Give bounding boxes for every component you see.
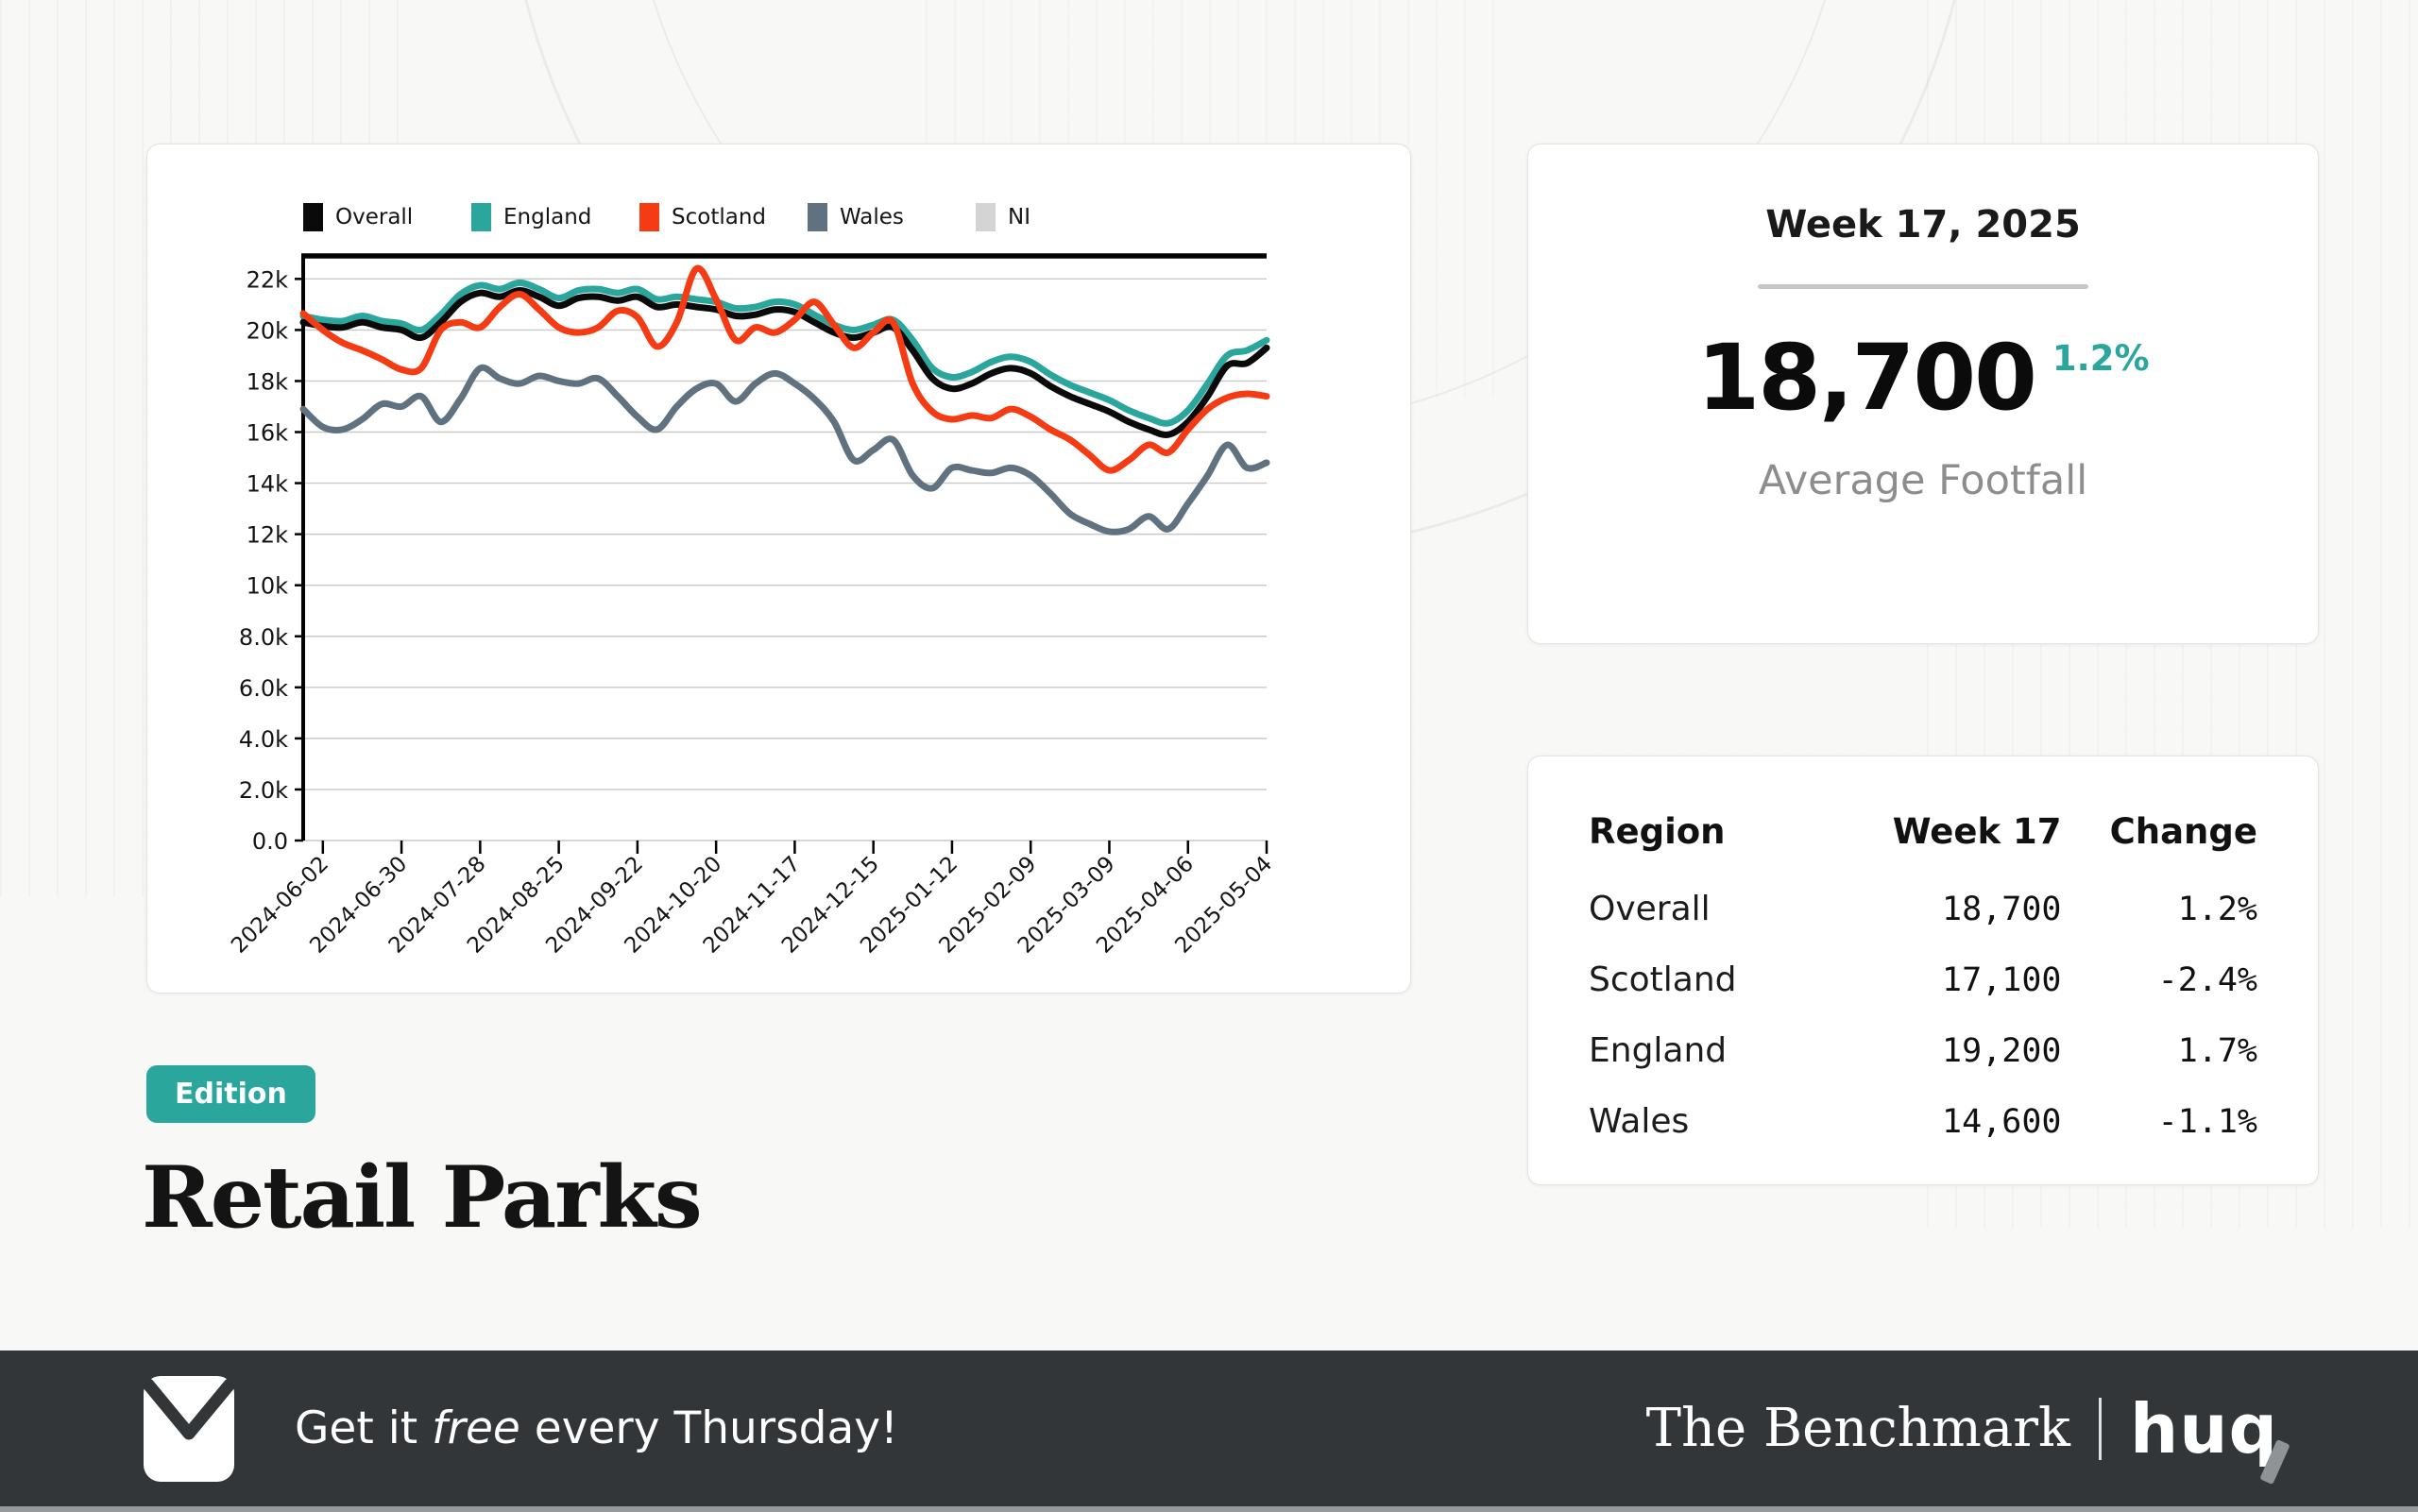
svg-text:4.0k: 4.0k [239, 726, 288, 753]
weekly-stat-card: Week 17, 2025 18,700 1.2% Average Footfa… [1527, 144, 2319, 644]
svg-text:16k: 16k [247, 420, 289, 447]
overall-swatch-icon [303, 203, 323, 231]
cta-prefix: Get it [295, 1402, 433, 1454]
table-header-change: Change [2109, 811, 2257, 852]
table-header-week: Week 17 [1892, 811, 2062, 852]
svg-text:0.0: 0.0 [252, 828, 288, 855]
svg-text:10k: 10k [247, 573, 289, 600]
svg-text:22k: 22k [247, 266, 289, 293]
legend-label: Wales [840, 205, 904, 229]
table-row: Overall 18,700 1.2% [1589, 890, 2257, 928]
legend-item-scotland: Scotland [639, 203, 808, 231]
svg-text:12k: 12k [247, 522, 289, 549]
row-value: 14,600 [1942, 1103, 2062, 1141]
england-swatch-icon [471, 203, 491, 231]
row-value: 17,100 [1942, 961, 2062, 999]
brand-separator [2098, 1397, 2102, 1460]
table-row: Scotland 17,100 -2.4% [1589, 960, 2257, 999]
legend-item-overall: Overall [303, 203, 471, 231]
row-region: Wales [1589, 1102, 1690, 1141]
region-table-card: Region Week 17 Change Overall 18,700 1.2… [1527, 756, 2319, 1185]
row-region: Scotland [1589, 960, 1737, 999]
stat-divider [1758, 284, 2088, 289]
legend-item-england: England [471, 203, 639, 231]
newsletter-cta: Get it free every Thursday! [295, 1402, 898, 1454]
svg-text:14k: 14k [247, 471, 289, 498]
scotland-swatch-icon [639, 203, 659, 231]
row-region: England [1589, 1031, 1728, 1070]
table-header-row: Region Week 17 Change [1589, 811, 2257, 852]
svg-text:20k: 20k [247, 317, 289, 344]
huq-logo: huq [2130, 1395, 2290, 1485]
table-header-region: Region [1589, 811, 1726, 852]
stat-change-percent: 1.2% [2052, 338, 2150, 379]
brand-name: The Benchmark [1645, 1398, 2070, 1459]
legend-label: NI [1008, 205, 1030, 229]
region-table: Region Week 17 Change Overall 18,700 1.2… [1589, 811, 2257, 1141]
svg-text:2.0k: 2.0k [239, 777, 288, 804]
footfall-chart-card: Overall England Scotland Wales NI 22k 20k… [146, 144, 1411, 994]
svg-text:6.0k: 6.0k [239, 675, 288, 702]
row-change: 1.7% [2177, 1032, 2257, 1070]
row-change: -1.1% [2157, 1103, 2257, 1141]
legend-label: England [503, 205, 592, 229]
table-row: Wales 14,600 -1.1% [1589, 1102, 2257, 1141]
stat-label: Average Footfall [1758, 457, 2088, 504]
footer-bar: Get it free every Thursday! The Benchmar… [0, 1351, 2418, 1512]
wales-swatch-icon [808, 203, 827, 231]
chart-legend: Overall England Scotland Wales NI [303, 203, 1144, 231]
svg-text:18k: 18k [247, 368, 289, 395]
row-change: -2.4% [2157, 961, 2257, 999]
row-change: 1.2% [2177, 891, 2257, 928]
edition-badge: Edition [146, 1065, 315, 1123]
legend-item-ni: NI [976, 203, 1144, 231]
row-value: 18,700 [1942, 891, 2062, 928]
stat-value: 18,700 [1696, 325, 2036, 431]
ni-swatch-icon [976, 203, 996, 231]
cta-emphasis: free [432, 1402, 520, 1454]
stat-week-title: Week 17, 2025 [1765, 203, 2081, 246]
row-value: 19,200 [1942, 1032, 2062, 1070]
envelope-icon [142, 1375, 236, 1482]
footfall-line-chart: 22k 20k 18k 16k 14k 12k 10k 8.0k 6.0k 4.0k 2.0k 0.0… [227, 253, 1277, 959]
cta-suffix: every Thursday! [519, 1402, 898, 1454]
table-row: England 19,200 1.7% [1589, 1031, 2257, 1070]
legend-label: Scotland [672, 205, 766, 229]
legend-item-wales: Wales [808, 203, 976, 231]
page-title: Retail Parks [142, 1147, 703, 1248]
footer-bottom-strip [0, 1506, 2418, 1512]
legend-label: Overall [335, 205, 414, 229]
row-region: Overall [1589, 890, 1711, 928]
svg-text:8.0k: 8.0k [239, 624, 288, 651]
huq-logo-text: huq [2129, 1388, 2278, 1469]
